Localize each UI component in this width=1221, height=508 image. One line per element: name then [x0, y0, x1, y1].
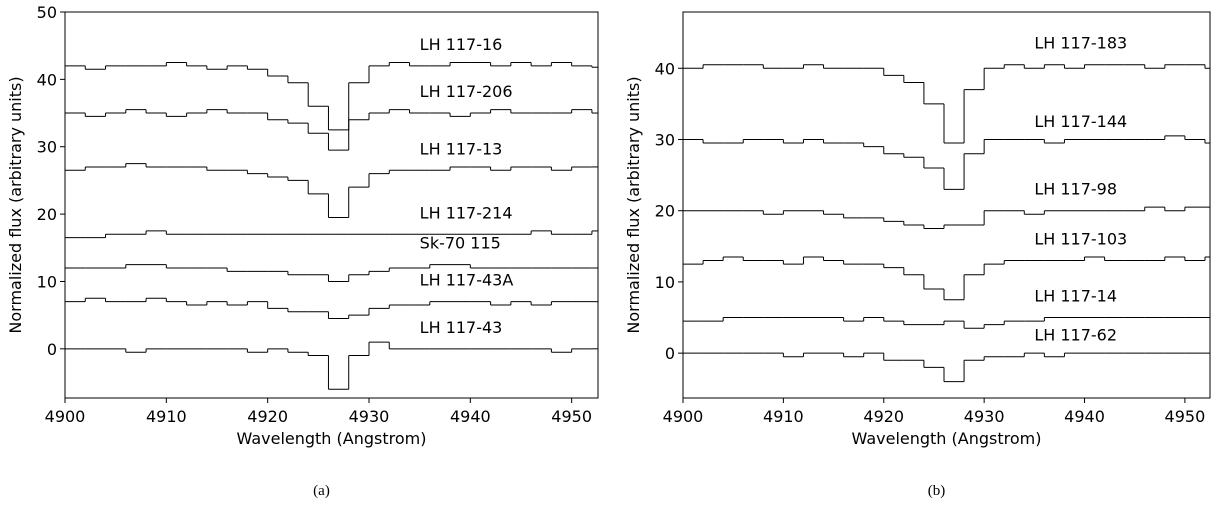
y-tick-label: 0 [47, 340, 57, 359]
plot-frame [64, 11, 599, 399]
series-label: Sk-70 115 [420, 234, 501, 253]
series-label: LH 117-43A [420, 271, 514, 290]
series-label: LH 117-144 [1034, 112, 1127, 131]
caption: (a) [313, 483, 330, 499]
y-tick-label: 10 [655, 273, 675, 292]
series-label: LH 117-103 [1034, 230, 1127, 249]
series-label: LH 117-183 [1034, 34, 1127, 53]
x-tick-label: 4940 [450, 407, 491, 426]
x-tick-label: 4940 [1064, 407, 1105, 426]
plot-frame [682, 11, 1211, 399]
y-axis-label: Normalized flux (arbitrary units) [624, 76, 643, 333]
x-tick-label: 4910 [763, 407, 804, 426]
series-label: LH 117-98 [1034, 180, 1117, 199]
caption: (b) [928, 483, 946, 499]
x-axis-label: Wavelength (Angstrom) [852, 429, 1042, 448]
y-tick-label: 10 [37, 272, 57, 291]
x-tick-label: 4950 [1165, 407, 1206, 426]
y-tick-label: 40 [37, 70, 57, 89]
x-tick-label: 4930 [349, 407, 390, 426]
series-label: LH 117-16 [420, 35, 503, 54]
x-tick-label: 4950 [551, 407, 592, 426]
y-tick-label: 30 [655, 130, 675, 149]
x-tick-label: 4900 [45, 407, 86, 426]
y-tick-label: 20 [655, 202, 675, 221]
y-tick-label: 20 [37, 205, 57, 224]
series-label: LH 117-14 [1034, 287, 1117, 306]
series-label: LH 117-214 [420, 203, 513, 222]
y-tick-label: 0 [665, 344, 675, 363]
x-axis-label: Wavelength (Angstrom) [237, 429, 427, 448]
y-tick-label: 40 [655, 59, 675, 78]
series-label: LH 117-43 [420, 318, 503, 337]
x-tick-label: 4920 [247, 407, 288, 426]
series-label: LH 117-62 [1034, 326, 1117, 345]
x-tick-label: 4920 [863, 407, 904, 426]
y-axis-label: Normalized flux (arbitrary units) [6, 76, 25, 333]
y-tick-label: 30 [37, 138, 57, 157]
series-label: LH 117-206 [420, 82, 513, 101]
x-tick-label: 4930 [964, 407, 1005, 426]
series-label: LH 117-13 [420, 139, 503, 158]
y-tick-label: 50 [37, 3, 57, 22]
x-tick-label: 4910 [146, 407, 187, 426]
x-tick-label: 4900 [663, 407, 704, 426]
